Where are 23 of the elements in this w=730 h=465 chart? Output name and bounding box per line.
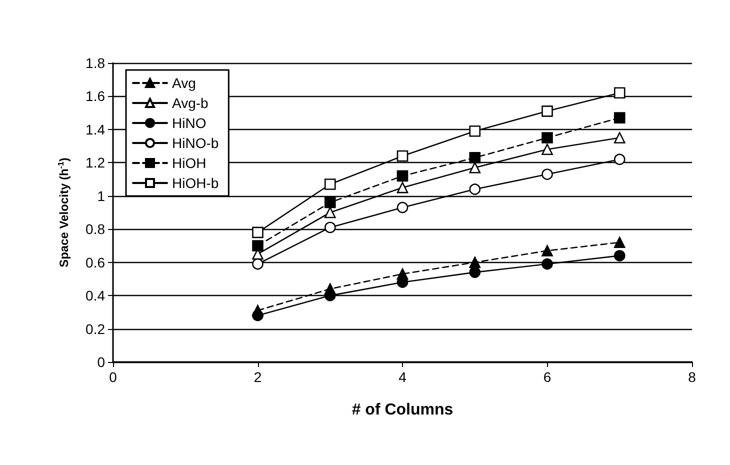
y-tick-label: 1.4	[86, 121, 106, 138]
legend-label: HiNO-b	[172, 135, 219, 151]
y-axis-title: Space Velocity (h-1)	[56, 158, 71, 268]
legend-label: HiOH	[172, 155, 206, 171]
x-tick-label: 2	[254, 369, 262, 385]
legend-label: Avg	[172, 75, 196, 91]
y-tick-label: 0.8	[86, 221, 106, 238]
x-tick-label: 6	[543, 369, 552, 385]
y-tick-label: 0	[97, 354, 106, 370]
x-tick-label: 4	[398, 369, 407, 385]
x-tick-label: 0	[109, 369, 118, 385]
legend-label: HiOH-b	[172, 175, 219, 191]
y-tick-label: 0.4	[86, 288, 106, 304]
legend-label: HiNO	[172, 115, 206, 131]
x-axis-title: # of Columns	[352, 402, 454, 418]
y-tick-label: 1.6	[86, 88, 106, 104]
y-tick-label: 0.6	[86, 254, 106, 270]
legend-label: Avg-b	[172, 95, 209, 111]
y-tick-label: 1.2	[86, 154, 106, 171]
y-tick-label: 0.2	[86, 320, 106, 337]
y-tick-label: 1	[97, 188, 106, 204]
x-tick-label: 8	[688, 369, 696, 385]
y-tick-label: 1.8	[86, 55, 106, 71]
